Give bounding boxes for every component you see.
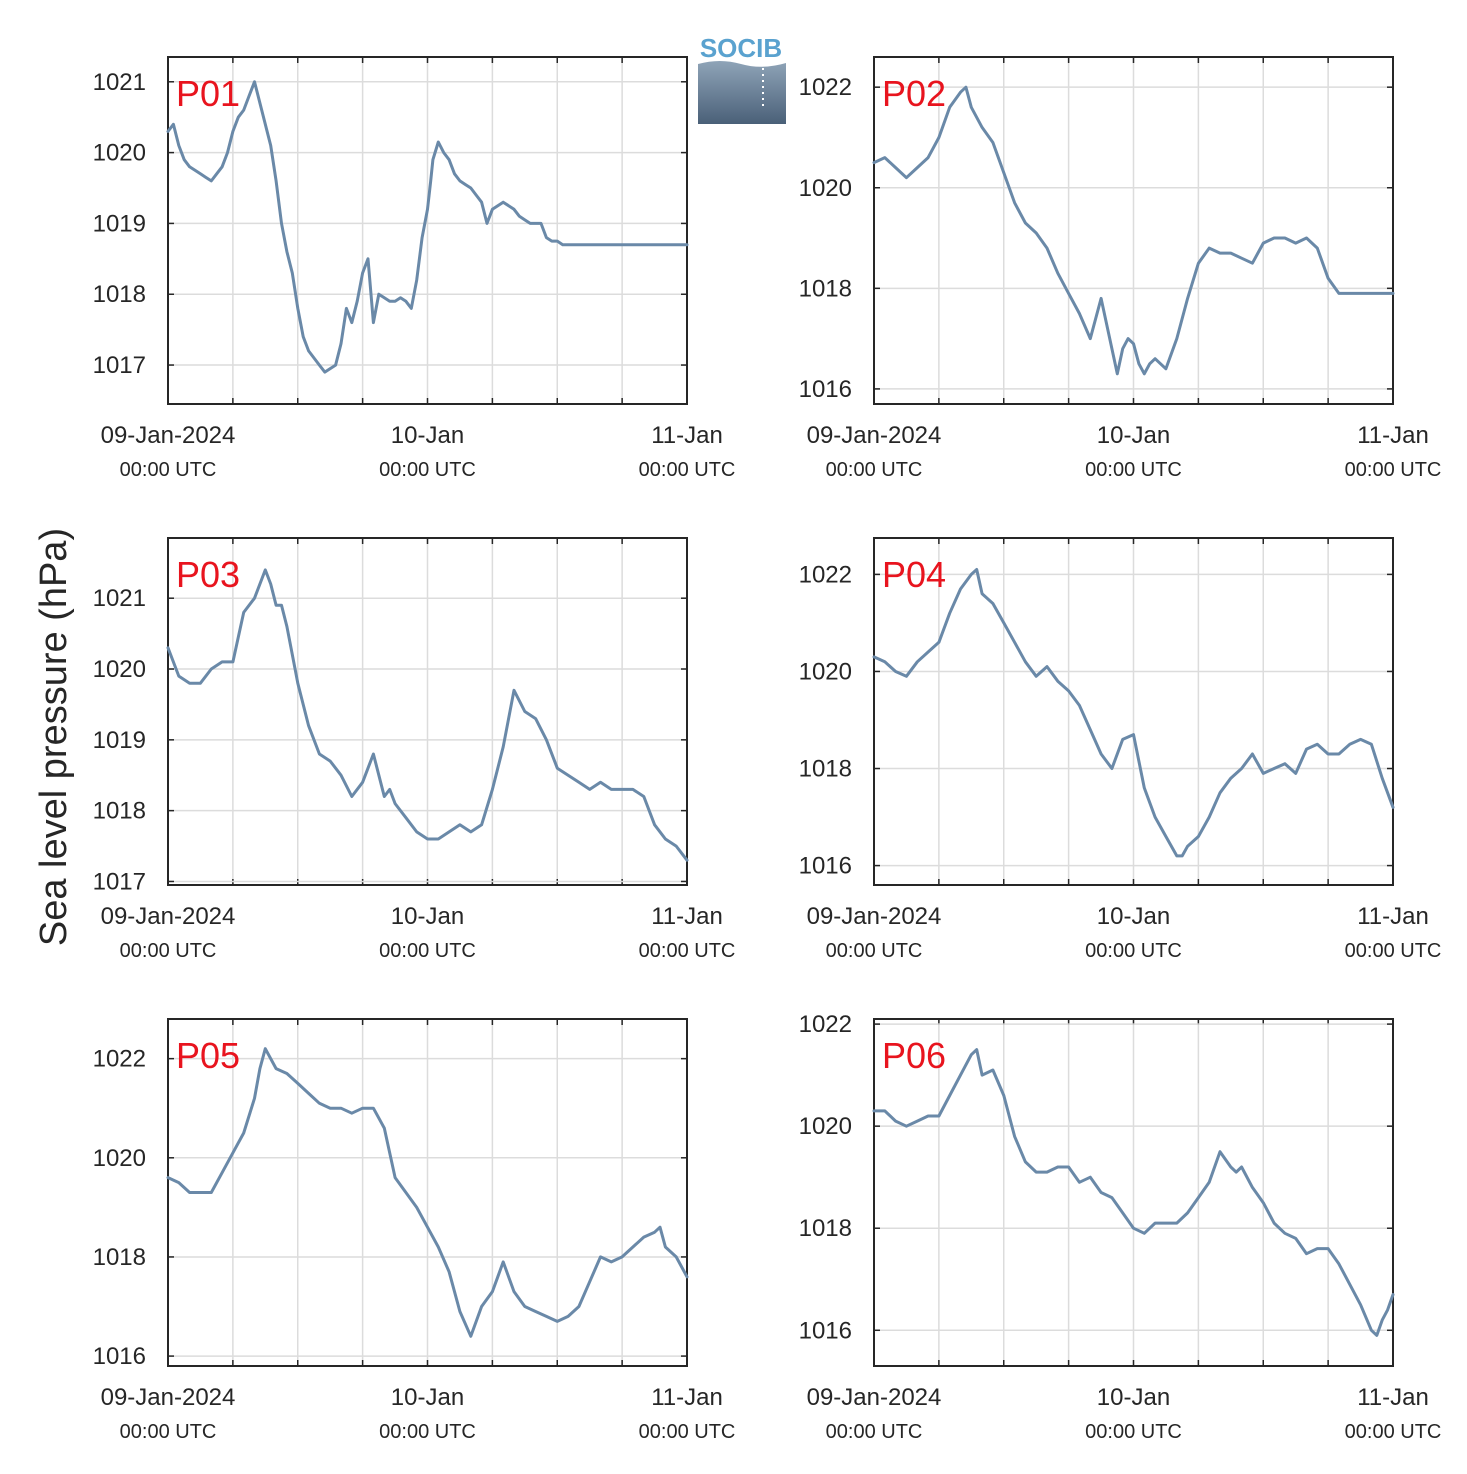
panel-p01: 1017 1018 1019 1020 1021 09-Jan-2024 00:00 UTC… [93,56,736,481]
x-tick-sublabel: 00:00 UTC [1345,459,1442,481]
y-tick-label: 1021 [93,69,146,96]
panel-label: P03 [176,554,240,595]
x-tick-sublabel: 00:00 UTC [120,1421,217,1443]
x-tick-sublabel: 00:00 UTC [379,940,476,962]
series-line [872,1048,1395,1337]
x-tick-sublabel: 00:00 UTC [379,459,476,481]
series-line [166,80,689,374]
socib-logo: SOCIB [698,33,786,124]
series-line [872,568,1395,858]
x-tick-label: 10-Jan [391,903,464,930]
x-tick-label: 11-Jan [1357,1384,1429,1411]
x-tick-label: 09-Jan-2024 [807,903,942,930]
x-tick-sublabel: 00:00 UTC [1345,940,1442,962]
y-tick-label: 1022 [799,561,852,588]
y-tick-label: 1019 [93,210,146,237]
x-tick-sublabel: 00:00 UTC [1345,1421,1442,1443]
panel-label: P01 [176,73,240,114]
x-tick-sublabel: 00:00 UTC [639,940,736,962]
x-tick-label: 10-Jan [1097,903,1170,930]
y-tick-label: 1016 [799,1317,852,1344]
y-tick-label: 1018 [93,798,146,825]
series-line [872,85,1395,376]
y-tick-label: 1022 [799,1011,852,1038]
y-tick-label: 1020 [93,140,146,167]
series-line [166,1047,689,1338]
panel-label: P05 [176,1035,240,1076]
x-tick-label: 09-Jan-2024 [101,903,236,930]
x-tick-sublabel: 00:00 UTC [826,940,923,962]
panel-p04: 1016 1018 1020 1022 09-Jan-2024 00:00 UTC 10-J… [799,537,1442,962]
x-tick-label: 09-Jan-2024 [101,1384,236,1411]
x-tick-sublabel: 00:00 UTC [1085,1421,1182,1443]
y-tick-label: 1018 [799,756,852,783]
x-tick-label: 11-Jan [1357,422,1429,449]
x-tick-sublabel: 00:00 UTC [639,1421,736,1443]
y-tick-label: 1020 [93,1145,146,1172]
x-tick-sublabel: 00:00 UTC [120,940,217,962]
x-tick-sublabel: 00:00 UTC [1085,459,1182,481]
x-tick-label: 10-Jan [1097,422,1170,449]
panel-p06: 1016 1018 1020 1022 09-Jan-2024 00:00 UTC 10-J… [799,1011,1442,1443]
y-tick-label: 1020 [799,175,852,202]
x-tick-label: 11-Jan [651,422,723,449]
axes-box [873,537,1394,886]
y-tick-label: 1020 [799,1113,852,1140]
y-tick-label: 1017 [93,868,146,895]
y-tick-label: 1019 [93,727,146,754]
y-tick-label: 1022 [93,1046,146,1073]
axes-box [167,537,688,886]
x-tick-sublabel: 00:00 UTC [1085,940,1182,962]
x-tick-sublabel: 00:00 UTC [639,459,736,481]
axes-box [873,1018,1394,1367]
x-tick-sublabel: 00:00 UTC [379,1421,476,1443]
y-tick-label: 1017 [93,352,146,379]
axes-box [167,1018,688,1367]
y-tick-label: 1020 [799,658,852,685]
x-tick-label: 09-Jan-2024 [807,422,942,449]
y-tick-label: 1016 [799,376,852,403]
x-tick-label: 11-Jan [651,1384,723,1411]
logo-text: SOCIB [700,33,782,63]
axes-box [873,56,1394,405]
x-tick-sublabel: 00:00 UTC [826,459,923,481]
x-tick-label: 10-Jan [1097,1384,1170,1411]
x-tick-label: 11-Jan [1357,903,1429,930]
y-tick-label: 1018 [799,275,852,302]
y-tick-label: 1018 [93,1244,146,1271]
x-tick-sublabel: 00:00 UTC [826,1421,923,1443]
x-tick-label: 10-Jan [391,422,464,449]
panel-label: P06 [882,1035,946,1076]
x-tick-label: 11-Jan [651,903,723,930]
y-axis-label: Sea level pressure (hPa) [33,528,75,946]
y-tick-label: 1022 [799,74,852,101]
panel-label: P02 [882,73,946,114]
y-tick-label: 1016 [93,1343,146,1370]
panel-label: P04 [882,554,946,595]
x-tick-label: 09-Jan-2024 [807,1384,942,1411]
axes-box [167,56,688,405]
y-tick-label: 1018 [93,281,146,308]
series-line [166,568,689,862]
panel-p02: 1016 1018 1020 1022 09-Jan-2024 00:00 UTC 10-J… [799,56,1442,481]
x-tick-sublabel: 00:00 UTC [120,459,217,481]
y-tick-label: 1016 [799,853,852,880]
y-tick-label: 1021 [93,585,146,612]
panel-p03: 1017 1018 1019 1020 1021 09-Jan-2024 00:00 UTC… [93,537,736,962]
y-tick-label: 1020 [93,656,146,683]
y-tick-label: 1018 [799,1215,852,1242]
panel-p05: 1016 1018 1020 1022 09-Jan-2024 00:00 UTC 10-J… [93,1018,736,1443]
x-tick-label: 10-Jan [391,1384,464,1411]
x-tick-label: 09-Jan-2024 [101,422,236,449]
